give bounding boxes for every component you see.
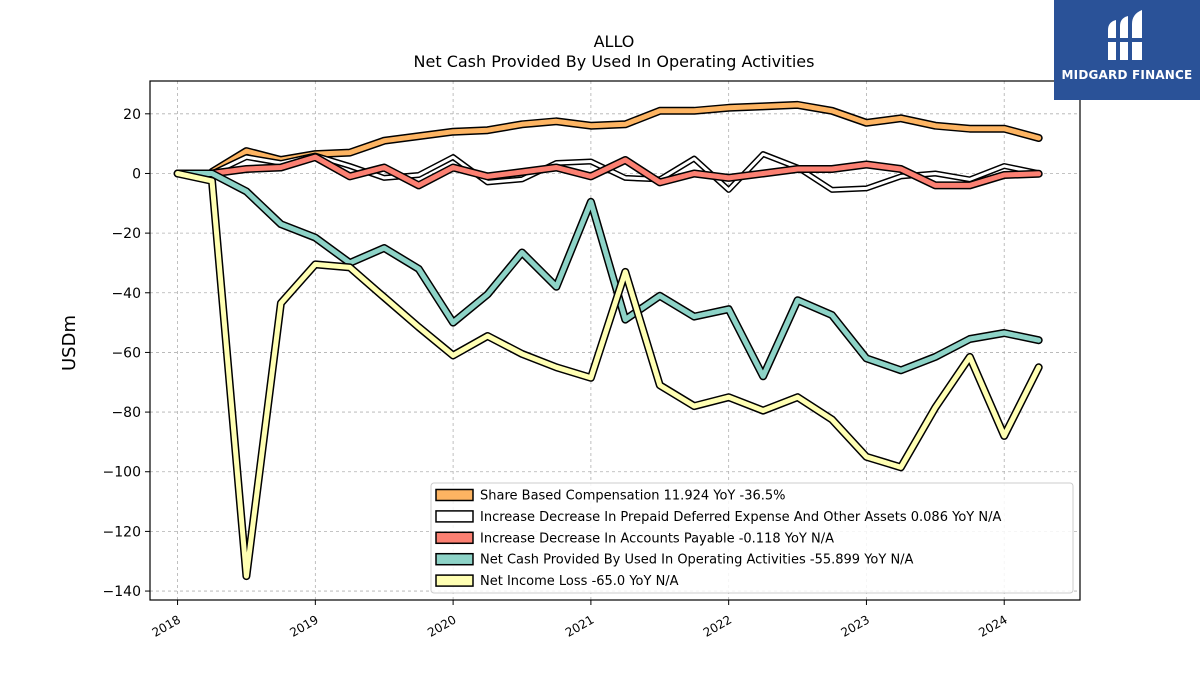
x-tick-label: 2018	[150, 612, 183, 639]
brand-name: MIDGARD FINANCE	[1061, 68, 1193, 82]
brand-logo: MIDGARD FINANCE	[1054, 0, 1200, 100]
y-tick-label: −140	[103, 584, 141, 600]
series-1	[208, 100, 1043, 176]
legend-swatch	[435, 531, 474, 545]
legend: Share Based Compensation 11.924 YoY -36.…	[430, 482, 1074, 594]
legend-label: Net Cash Provided By Used In Operating A…	[480, 553, 914, 568]
x-tick-label: 2021	[563, 612, 596, 639]
series-line	[175, 171, 1042, 379]
legend-box	[430, 482, 1074, 594]
y-tick-label: −100	[103, 465, 141, 481]
legend-label: Share Based Compensation 11.924 YoY -36.…	[480, 489, 786, 504]
legend-label: Increase Decrease In Accounts Payable -0…	[480, 531, 834, 546]
series-5	[173, 169, 1043, 581]
y-tick-label: −120	[103, 524, 141, 540]
legend-swatch	[435, 552, 474, 566]
series-line	[175, 171, 1042, 579]
chart-title: ALLO	[594, 32, 635, 51]
plot-frame	[149, 80, 1081, 601]
series-line	[209, 154, 1042, 188]
chart-subtitle: Net Cash Provided By Used In Operating A…	[414, 52, 815, 71]
y-tick-label: −20	[111, 226, 141, 242]
series-layer	[173, 100, 1043, 581]
series-line	[209, 102, 1042, 175]
x-tick-label: 2023	[838, 612, 871, 639]
y-tick-label: 20	[123, 107, 141, 123]
x-tick-label: 2020	[425, 612, 458, 639]
y-tick-label: −40	[111, 286, 141, 302]
y-tick-label: −80	[111, 405, 141, 421]
series-4	[173, 169, 1043, 381]
x-tick-label: 2019	[287, 612, 320, 639]
legend-swatch	[435, 488, 474, 502]
y-axis-label: USDm	[59, 315, 80, 371]
legend-swatch	[435, 510, 474, 523]
y-tick-label: 0	[132, 166, 141, 182]
legend-label: Net Income Loss -65.0 YoY N/A	[480, 574, 679, 589]
x-tick-label: 2024	[976, 612, 1009, 639]
legend-label: Increase Decrease In Prepaid Deferred Ex…	[480, 510, 1001, 525]
series-3	[208, 153, 1043, 190]
y-tick-label: −60	[111, 345, 141, 361]
legend-swatch	[435, 574, 474, 587]
brand-logo-icon	[1106, 10, 1144, 60]
x-tick-label: 2022	[701, 612, 734, 639]
